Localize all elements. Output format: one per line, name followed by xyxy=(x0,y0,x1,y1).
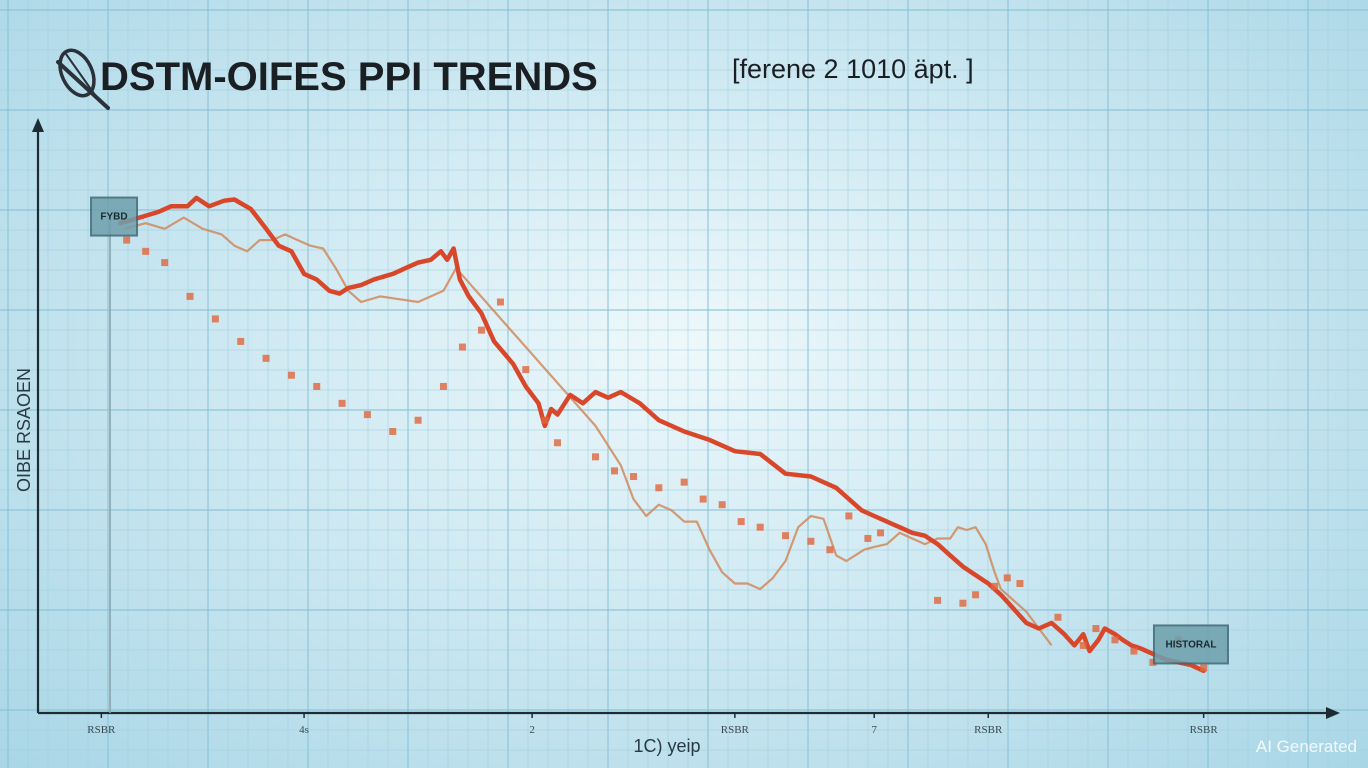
scatter-point xyxy=(414,416,422,424)
scatter-point xyxy=(718,501,726,509)
scatter-point xyxy=(458,343,466,351)
scatter-point xyxy=(591,453,599,461)
x-axis-label: 1C) yeip xyxy=(633,736,700,756)
x-ticks: RSBR 4s 2 RSBR 7 RSBR RSBR xyxy=(87,713,1218,736)
scatter-point xyxy=(1003,574,1011,582)
scatter-point xyxy=(439,382,447,390)
scatter-point xyxy=(262,354,270,362)
scatter-point xyxy=(389,428,397,435)
series-layer xyxy=(109,195,1206,713)
scatter-point xyxy=(610,467,618,475)
axes xyxy=(32,118,1340,719)
y-axis-arrow-icon xyxy=(32,118,44,132)
scatter-point xyxy=(1149,658,1157,666)
x-axis-arrow-icon xyxy=(1326,707,1340,719)
scatter-point xyxy=(756,523,764,531)
scatter-point xyxy=(338,399,346,407)
scatter-point xyxy=(629,473,637,481)
scatter-point xyxy=(123,236,131,244)
annotations: FYBD HISTORAL xyxy=(90,196,1229,665)
watermark: AI Generated xyxy=(1256,737,1357,756)
x-tick-label: 4s xyxy=(299,724,309,736)
scatter-point xyxy=(877,529,885,537)
scatter-point xyxy=(1130,647,1138,655)
series-line-secondary xyxy=(123,216,1053,647)
scatter-point xyxy=(522,366,530,374)
scatter-point xyxy=(991,582,999,590)
scatter-point xyxy=(541,416,549,424)
scatter-point xyxy=(826,546,834,554)
scatter-point xyxy=(142,247,150,255)
series-line-main xyxy=(118,195,1206,674)
scatter-point xyxy=(496,298,504,306)
scatter-point xyxy=(655,484,663,492)
scatter-point xyxy=(363,411,371,419)
scatter-point xyxy=(1079,641,1087,649)
scatter-point xyxy=(1200,664,1208,672)
scatter-point xyxy=(1016,580,1024,588)
scatter-point xyxy=(1054,613,1062,621)
scatter-point xyxy=(553,439,561,447)
scatter-point xyxy=(1111,636,1119,644)
scatter-point xyxy=(782,532,790,540)
annotation-box xyxy=(90,196,139,237)
scatter-point xyxy=(864,534,872,542)
scatter-point xyxy=(477,326,485,334)
scatter-point xyxy=(1092,625,1100,633)
scatter-layer xyxy=(123,236,1208,672)
chart-title: DSTM-OIFES PPI TRENDS xyxy=(100,55,598,99)
scatter-point xyxy=(186,292,194,300)
x-tick-label: RSBR xyxy=(1190,724,1219,736)
scatter-point xyxy=(959,599,967,607)
scatter-point xyxy=(211,315,219,323)
annotation-box xyxy=(1152,624,1229,665)
scatter-point xyxy=(699,495,707,503)
x-tick-label: RSBR xyxy=(974,724,1003,736)
annotation-label: HISTORAL xyxy=(1166,639,1217,650)
annotation-label: FYBD xyxy=(100,212,127,223)
chart-subtitle: [ferene 2 1010 äpt. ] xyxy=(732,54,974,84)
scatter-point xyxy=(845,512,853,520)
scatter-point xyxy=(972,591,980,599)
x-tick-label: RSBR xyxy=(721,724,750,736)
y-axis-label: OIBE RSAOEN xyxy=(14,368,34,492)
scatter-point xyxy=(287,371,295,379)
title-logo-icon xyxy=(56,48,110,110)
scatter-point xyxy=(237,337,245,345)
x-tick-label: 7 xyxy=(871,724,877,736)
scatter-point xyxy=(737,518,745,526)
scatter-point xyxy=(161,259,169,267)
x-tick-label: 2 xyxy=(529,724,535,736)
scatter-point xyxy=(807,537,815,545)
x-tick-label: RSBR xyxy=(87,724,116,736)
scatter-point xyxy=(313,382,321,390)
scatter-point xyxy=(934,596,942,604)
scatter-point xyxy=(680,478,688,486)
